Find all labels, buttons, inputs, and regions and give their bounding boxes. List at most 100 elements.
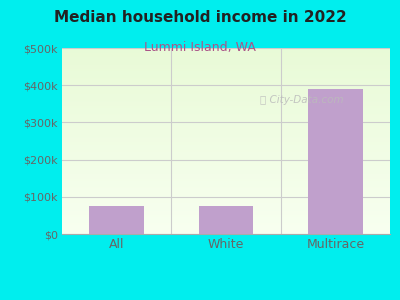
Bar: [62, 213, 390, 214]
Bar: [62, 125, 390, 126]
Bar: [62, 88, 390, 89]
Bar: [62, 73, 390, 74]
Text: Median household income in 2022: Median household income in 2022: [54, 11, 346, 26]
Bar: [62, 112, 390, 113]
Bar: [62, 60, 390, 61]
Bar: [62, 183, 390, 184]
Bar: [62, 155, 390, 156]
Bar: [62, 197, 390, 198]
Bar: [62, 206, 390, 207]
Bar: [62, 55, 390, 56]
Bar: [62, 161, 390, 162]
Bar: [62, 227, 390, 228]
Bar: [62, 173, 390, 175]
Bar: [62, 115, 390, 116]
Bar: [62, 185, 390, 186]
Bar: [62, 64, 390, 65]
Bar: [62, 229, 390, 230]
Bar: [62, 49, 390, 50]
Bar: [62, 67, 390, 68]
Bar: [62, 65, 390, 66]
Bar: [62, 61, 390, 62]
Bar: [62, 87, 390, 88]
Bar: [62, 195, 390, 196]
Bar: [62, 205, 390, 206]
Bar: [62, 184, 390, 185]
Bar: [62, 74, 390, 75]
Bar: [62, 208, 390, 209]
Bar: [62, 105, 390, 106]
Bar: [62, 53, 390, 54]
Bar: [62, 75, 390, 76]
Bar: [62, 133, 390, 134]
Bar: [62, 103, 390, 104]
Bar: [62, 140, 390, 141]
Bar: [62, 179, 390, 180]
Bar: [62, 165, 390, 166]
Bar: [62, 191, 390, 192]
Text: ⓘ City-Data.com: ⓘ City-Data.com: [260, 95, 343, 105]
Bar: [62, 222, 390, 223]
Bar: [62, 230, 390, 231]
Bar: [62, 203, 390, 204]
Bar: [62, 202, 390, 203]
Bar: [62, 215, 390, 216]
Bar: [62, 226, 390, 227]
Bar: [62, 93, 390, 94]
Bar: [62, 96, 390, 97]
Bar: [62, 83, 390, 84]
Bar: [62, 57, 390, 58]
Bar: [62, 153, 390, 154]
Bar: [62, 77, 390, 78]
Bar: [62, 104, 390, 105]
Bar: [62, 216, 390, 217]
Bar: [62, 76, 390, 77]
Bar: [62, 210, 390, 211]
Bar: [62, 199, 390, 200]
Bar: [62, 89, 390, 90]
Bar: [62, 139, 390, 140]
Bar: [62, 220, 390, 221]
Bar: [62, 50, 390, 51]
Bar: [62, 95, 390, 96]
Bar: [62, 176, 390, 177]
Bar: [62, 138, 390, 139]
Bar: [62, 72, 390, 73]
Bar: [62, 160, 390, 161]
Bar: [62, 154, 390, 155]
Bar: [62, 194, 390, 195]
Bar: [62, 232, 390, 233]
Bar: [62, 66, 390, 67]
Bar: [62, 119, 390, 120]
Bar: [62, 150, 390, 151]
Bar: [62, 181, 390, 182]
Bar: [62, 79, 390, 80]
Bar: [62, 224, 390, 225]
Bar: [62, 86, 390, 87]
Bar: [62, 126, 390, 127]
Bar: [62, 178, 390, 179]
Bar: [62, 196, 390, 197]
Bar: [62, 143, 390, 144]
Bar: [62, 122, 390, 123]
Bar: [62, 111, 390, 112]
Bar: [62, 56, 390, 57]
Bar: [62, 207, 390, 208]
Bar: [89, 206, 144, 234]
Bar: [62, 82, 390, 83]
Bar: [62, 134, 390, 135]
Bar: [62, 127, 390, 128]
Bar: [62, 204, 390, 205]
Bar: [62, 59, 390, 60]
Bar: [62, 118, 390, 119]
Bar: [62, 147, 390, 148]
Bar: [62, 128, 390, 129]
Bar: [62, 71, 390, 72]
Bar: [62, 142, 390, 143]
Bar: [62, 209, 390, 210]
Bar: [62, 91, 390, 92]
Bar: [62, 48, 390, 49]
Bar: [62, 223, 390, 224]
Bar: [62, 94, 390, 95]
Bar: [62, 217, 390, 218]
